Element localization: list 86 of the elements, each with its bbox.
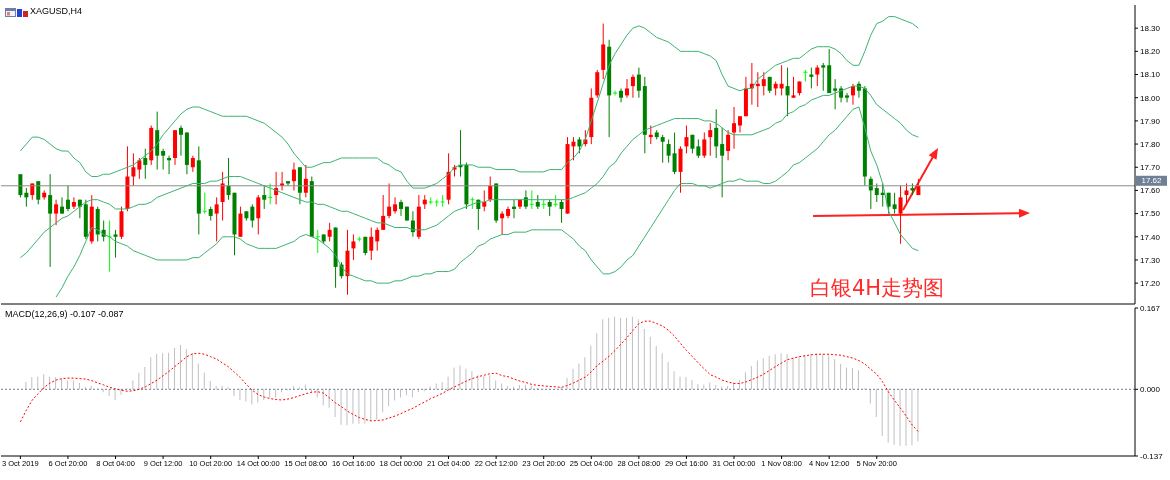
candlestick xyxy=(702,131,707,159)
candlestick xyxy=(845,92,850,103)
candlestick xyxy=(696,138,701,159)
candlestick xyxy=(440,194,445,208)
y-tick-label: 17.90 xyxy=(1140,116,1161,126)
y-tick-label: 17.20 xyxy=(1140,278,1161,288)
candlestick xyxy=(720,127,725,198)
candlestick xyxy=(178,125,183,157)
candlestick xyxy=(619,87,624,103)
candlestick xyxy=(636,67,641,99)
chart-title: MACD(12,26,9) -0.107 -0.087 xyxy=(5,309,124,320)
candlestick xyxy=(71,196,76,210)
candlestick xyxy=(678,145,683,194)
candlestick xyxy=(785,67,790,117)
candlestick xyxy=(113,229,118,259)
y-tick-label: 17.70 xyxy=(1140,163,1161,173)
y-tick-label: -0.137 xyxy=(1140,451,1164,461)
candlestick xyxy=(898,185,903,245)
candlestick xyxy=(48,173,53,268)
chart-title: XAGUSD,H4 xyxy=(30,6,83,17)
candlestick xyxy=(660,134,665,164)
candlestick xyxy=(732,106,737,150)
candlestick xyxy=(315,229,320,254)
candlestick xyxy=(60,196,65,215)
candlestick xyxy=(595,69,600,99)
candlestick xyxy=(672,131,677,175)
y-tick-label: 0.167 xyxy=(1140,303,1161,313)
candlestick xyxy=(791,76,796,99)
candlestick xyxy=(708,122,713,157)
y-tick-label: 17.30 xyxy=(1140,255,1161,265)
y-tick-label: 18.30 xyxy=(1140,24,1161,34)
candlestick xyxy=(250,203,255,229)
candlestick xyxy=(684,125,689,154)
line-series xyxy=(19,16,919,189)
line-series xyxy=(19,85,919,259)
y-tick-label: 0.000 xyxy=(1140,385,1161,395)
candlestick xyxy=(559,199,564,224)
y-tick-label: 17.50 xyxy=(1140,209,1161,219)
y-tick-label: 18.20 xyxy=(1140,47,1161,57)
y-tick-label: 18.00 xyxy=(1140,93,1161,103)
candlestick xyxy=(488,176,493,203)
candlestick xyxy=(761,71,766,96)
candlestick xyxy=(131,152,136,187)
candlestick xyxy=(393,196,398,215)
candlestick xyxy=(351,233,356,261)
candlestick xyxy=(36,180,41,205)
candlestick xyxy=(65,185,70,212)
candlestick xyxy=(54,199,59,226)
candlestick xyxy=(327,222,332,242)
candlestick xyxy=(523,189,528,210)
candlestick xyxy=(220,171,225,222)
annotation: 白银4H走势图 xyxy=(810,276,945,300)
candlestick xyxy=(821,62,826,92)
candlestick xyxy=(375,227,380,252)
candlestick xyxy=(256,194,261,235)
ref-line-label: 17.62 xyxy=(1141,176,1163,186)
y-tick-label: 17.80 xyxy=(1140,139,1161,149)
candlestick xyxy=(726,129,731,161)
candlestick xyxy=(529,189,534,210)
candlestick xyxy=(268,182,273,205)
candlestick xyxy=(630,74,635,99)
candlestick xyxy=(161,148,166,171)
candlestick xyxy=(833,78,838,110)
candlestick xyxy=(291,162,296,191)
candlestick xyxy=(387,182,392,219)
candlestick xyxy=(303,164,308,198)
candlestick xyxy=(613,90,618,96)
candlestick xyxy=(714,108,719,159)
candlestick xyxy=(666,138,671,164)
candlestick xyxy=(904,182,909,205)
candlestick xyxy=(815,64,820,87)
candlestick xyxy=(892,192,897,215)
candlestick xyxy=(369,227,374,261)
candlestick xyxy=(238,206,243,238)
y-tick-label: 17.40 xyxy=(1140,232,1161,242)
candlestick xyxy=(399,199,404,217)
y-tick-label: 18.10 xyxy=(1140,70,1161,80)
candlestick xyxy=(624,78,629,99)
candlestick xyxy=(143,148,148,180)
candlestick xyxy=(202,192,207,215)
candlestick xyxy=(137,157,142,180)
candlestick xyxy=(262,185,267,210)
line-series xyxy=(19,320,919,433)
candlestick xyxy=(214,196,219,242)
candlestick xyxy=(874,182,879,203)
y-tick-label: 17.60 xyxy=(1140,186,1161,196)
